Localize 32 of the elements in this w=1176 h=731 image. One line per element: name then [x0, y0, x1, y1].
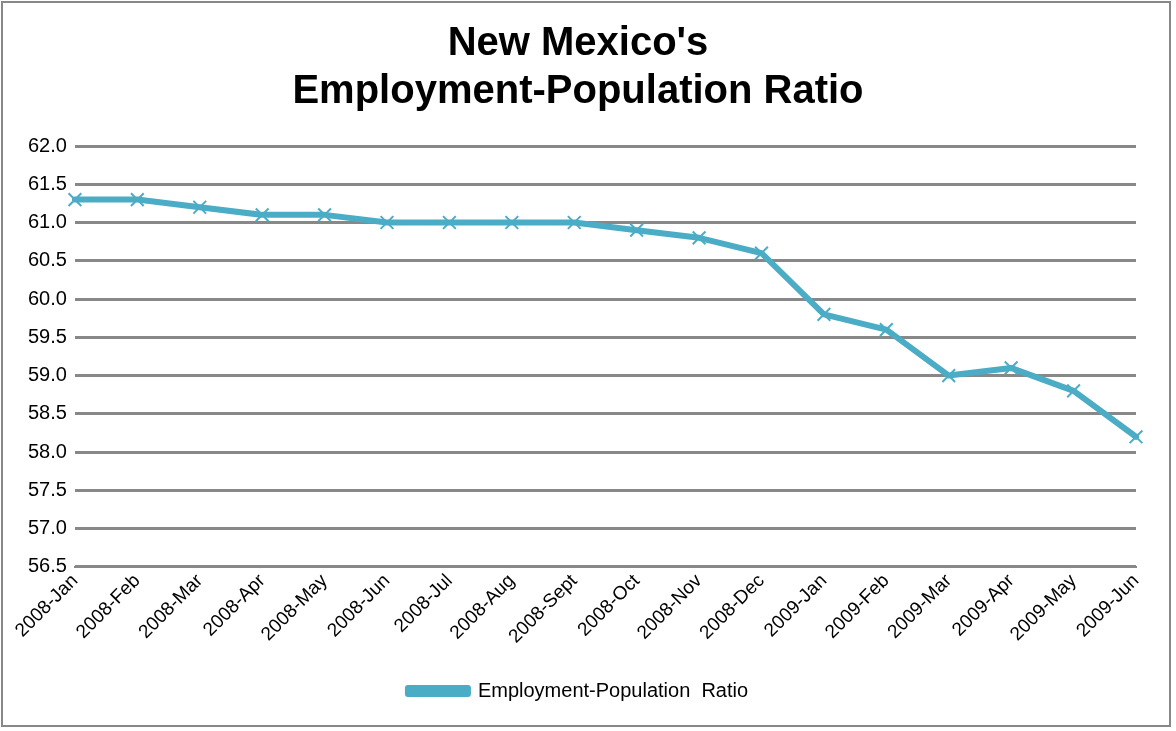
- point: [379, 215, 395, 230]
- legend-label: Employment-Population Ratio: [477, 678, 749, 701]
- point: [317, 207, 332, 223]
- point: [754, 245, 769, 261]
- y-tick-label: 58.5: [27, 401, 67, 424]
- point: [442, 215, 457, 230]
- y-tick-label: 61.5: [27, 171, 67, 194]
- point: [1066, 383, 1081, 399]
- y-tick-label: 59.5: [27, 324, 67, 347]
- point: [691, 230, 707, 246]
- point: [1003, 360, 1019, 376]
- y-tick-label: 58.0: [27, 439, 67, 462]
- point: [504, 215, 520, 230]
- point: [878, 322, 894, 338]
- point: [816, 306, 832, 322]
- y-tick-label: 61.0: [27, 210, 67, 233]
- y-tick-label: 56.5: [27, 554, 67, 577]
- y-tick-label: 59.0: [27, 363, 67, 386]
- y-tick-label: 62.0: [27, 133, 67, 156]
- point: [67, 192, 83, 207]
- point: [566, 215, 582, 230]
- point: [254, 207, 270, 223]
- y-tick-label: 57.0: [27, 516, 67, 539]
- y-tick-label: 57.5: [27, 477, 67, 500]
- point: [192, 199, 208, 215]
- point: [129, 192, 145, 207]
- point: [941, 368, 957, 383]
- y-tick-label: 60.0: [27, 286, 67, 309]
- point: [629, 222, 645, 238]
- chart-title: New Mexico's Employment-Population Ratio: [292, 19, 864, 112]
- y-tick-label: 60.5: [27, 248, 67, 271]
- point: [1128, 429, 1144, 445]
